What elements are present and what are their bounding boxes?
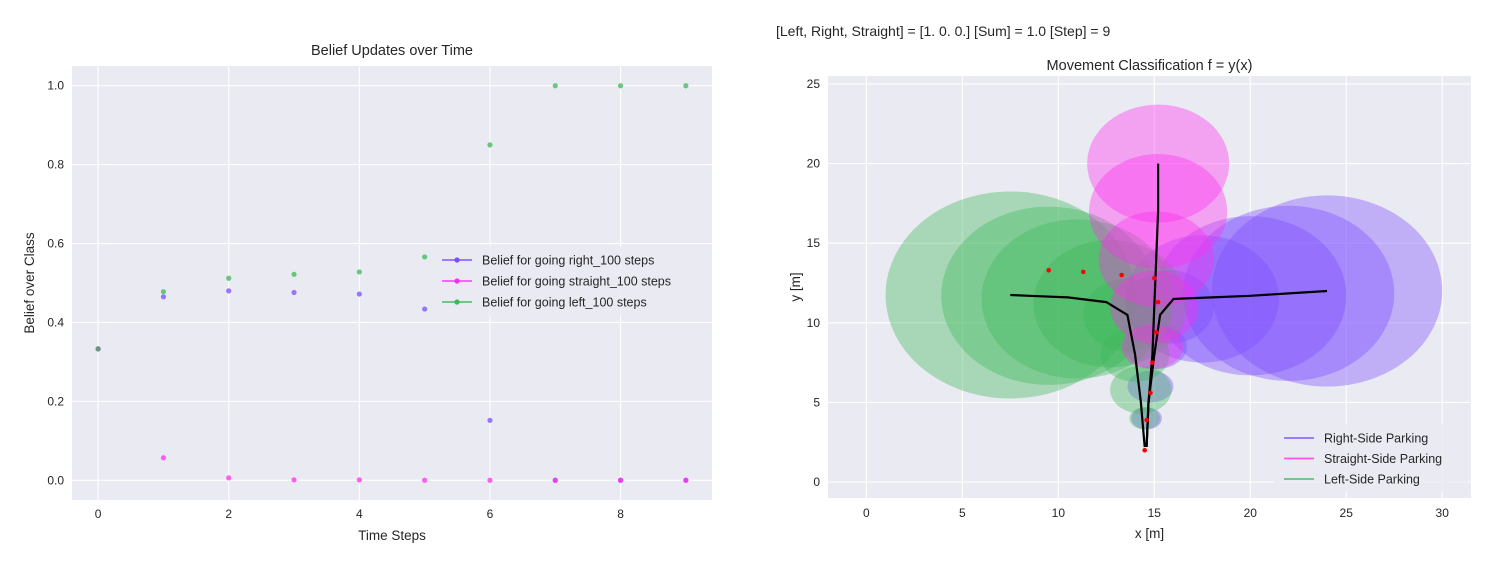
observation-point: [1153, 330, 1159, 335]
data-point-straight: [160, 455, 167, 461]
x-axis-label: Time Steps: [358, 528, 426, 543]
legend-entry: Straight-Side Parking: [1324, 452, 1442, 466]
data-point-straight: [356, 477, 362, 483]
status-line: [Left, Right, Straight] = [1. 0. 0.] [Su…: [776, 23, 1110, 39]
x-tick-label: 20: [1244, 506, 1258, 520]
grid-lines: [828, 76, 1471, 498]
y-tick-label: 20: [807, 157, 821, 171]
observation-point: [1080, 269, 1086, 275]
straight-trajectory: [1145, 163, 1160, 448]
legend: Right-Side Parking Straight-Side Parking L…: [1274, 424, 1468, 492]
chart-title: Belief Updates over Time: [311, 43, 473, 59]
observation-point: [1155, 299, 1161, 305]
data-point-straight: [291, 477, 297, 483]
observation-points: [1046, 267, 1161, 453]
data-point-left: [291, 271, 297, 277]
x-tick-label: 30: [1436, 506, 1450, 520]
data-point-left: [422, 254, 428, 260]
data-point-straight: [487, 477, 493, 483]
y-tick-label: 1.0: [47, 79, 64, 93]
observation-point: [1046, 267, 1052, 273]
observation-point: [1119, 272, 1124, 278]
left-uncertainty-ellipse: [1110, 365, 1172, 414]
x-axis-label: x [m]: [1135, 526, 1164, 541]
y-tick-label: 0.2: [47, 394, 64, 408]
legend-box: [430, 246, 708, 316]
y-tick-label: 0.6: [47, 237, 64, 251]
x-tick-label: 6: [487, 507, 494, 521]
x-tick-label: 8: [617, 507, 624, 521]
left-trajectory: [1010, 293, 1146, 448]
data-point-left: [683, 83, 689, 89]
right-uncertainty-ellipse: [1125, 270, 1214, 344]
legend-entry: Right-Side Parking: [1324, 432, 1428, 446]
legend-entry: Left-Side Parking: [1324, 473, 1420, 487]
plot-content: [885, 104, 1443, 453]
movement-classification-chart: 0 5 10 15 20 25 30 0 5 10 15 20 25 Movement Classific…: [788, 58, 1471, 541]
legend-entry: Belief for going right_100 steps: [482, 254, 654, 268]
data-point-left: [617, 83, 624, 89]
data-point-left: [226, 275, 232, 281]
y-tick-label: 25: [807, 77, 821, 91]
observation-point: [1144, 417, 1149, 423]
legend-marker: [454, 278, 460, 284]
y-tick-label: 10: [807, 316, 821, 330]
data-point-right: [422, 306, 428, 312]
x-tick-label: 0: [95, 507, 102, 521]
data-point-right: [291, 289, 297, 296]
x-tick-label: 25: [1340, 506, 1354, 520]
data-point-left: [160, 289, 167, 295]
data-point-right: [226, 288, 232, 294]
observation-point: [1148, 390, 1153, 396]
observation-point: [1142, 447, 1148, 453]
y-tick-label: 0.8: [47, 158, 64, 172]
data-point-right: [487, 417, 493, 423]
belief-updates-chart: 0 2 4 6 8 0.0 0.2 0.4 0.6 0.8 1.0 Belief Updates ov…: [22, 43, 712, 543]
data-point-right: [160, 294, 167, 300]
right-uncertainty-ellipse: [1211, 195, 1443, 387]
straight-uncertainty-ellipse: [1087, 104, 1230, 223]
observation-point: [1151, 275, 1157, 281]
legend-entry: Belief for going straight_100 steps: [482, 275, 671, 289]
y-tick-label: 0.0: [47, 473, 64, 487]
data-point-left: [487, 142, 493, 148]
x-tick-label: 4: [356, 507, 363, 521]
legend-marker: [454, 299, 460, 305]
data-point-right: [356, 291, 362, 297]
y-tick-label: 0: [813, 475, 820, 489]
y-tick-label: 0.4: [47, 315, 64, 329]
chart-title: Movement Classification f = y(x): [1047, 58, 1253, 74]
data-point-straight: [683, 477, 689, 483]
data-points: [95, 83, 689, 483]
data-point-straight: [422, 477, 428, 483]
legend-marker: [454, 257, 460, 263]
observation-point: [1150, 360, 1155, 365]
data-point-left: [95, 346, 101, 352]
y-axis-label: y [m]: [788, 272, 803, 301]
x-tick-label: 10: [1052, 506, 1066, 520]
data-point-left: [356, 269, 362, 275]
data-point-left: [552, 83, 558, 89]
data-point-straight: [226, 475, 232, 481]
y-tick-label: 15: [807, 236, 821, 250]
data-point-straight: [552, 477, 558, 483]
x-tick-label: 2: [225, 507, 232, 521]
y-tick-label: 5: [813, 395, 820, 409]
y-axis-label: Belief over Class: [22, 232, 37, 334]
right-uncertainty-ellipse: [1125, 235, 1280, 363]
x-tick-label: 0: [863, 506, 870, 520]
left-uncertainty-ellipse: [1129, 407, 1161, 430]
straight-uncertainty-group: [1087, 104, 1230, 370]
x-tick-label: 15: [1148, 506, 1162, 520]
legend-entry: Belief for going left_100 steps: [482, 296, 647, 310]
grid-lines: [72, 66, 712, 500]
legend: Belief for going right_100 steps Belief f…: [430, 246, 708, 316]
data-point-straight: [617, 477, 624, 483]
x-tick-label: 5: [959, 506, 966, 520]
